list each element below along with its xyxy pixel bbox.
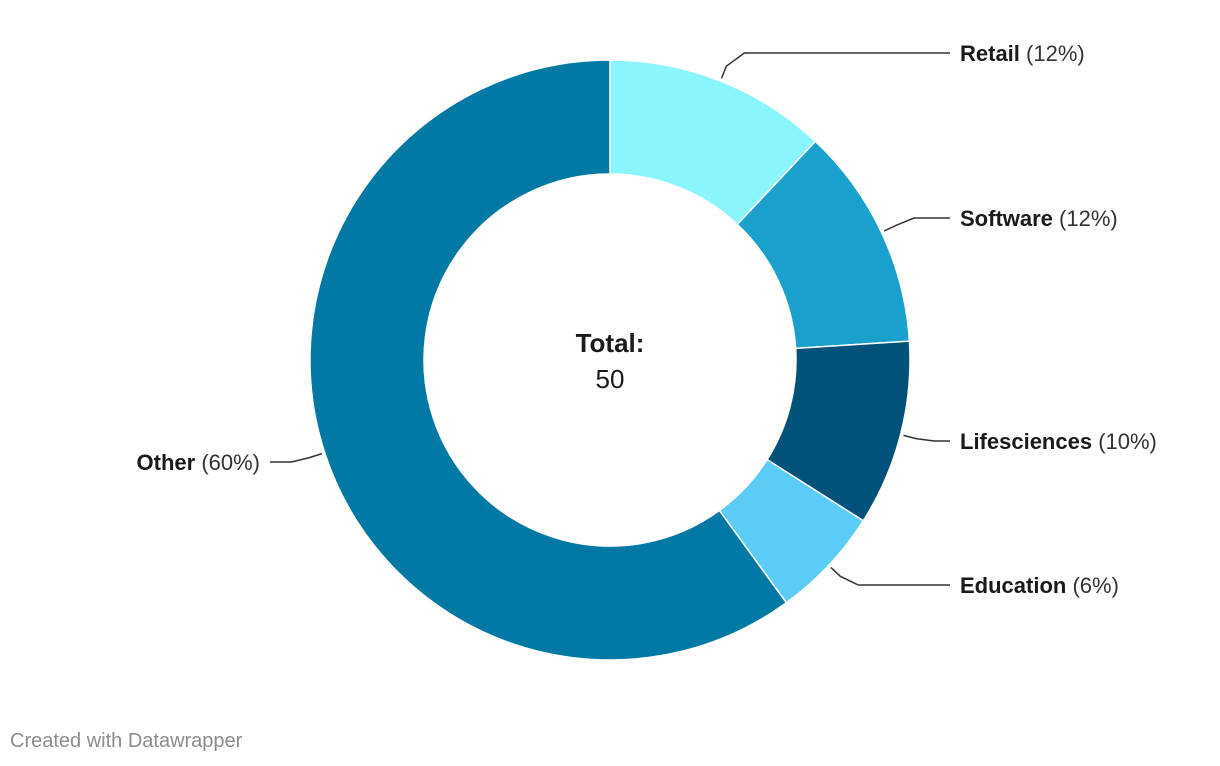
label-percent-software: (12%) — [1053, 206, 1118, 231]
label-education: Education (6%) — [960, 573, 1119, 598]
center-total-value: 50 — [596, 364, 625, 394]
label-percent-other: (60%) — [195, 450, 260, 475]
label-percent-lifesciences: (10%) — [1092, 429, 1157, 454]
label-name-other: Other — [137, 450, 196, 475]
label-retail: Retail (12%) — [960, 41, 1085, 66]
label-name-lifesciences: Lifesciences — [960, 429, 1092, 454]
leader-retail — [720, 52, 950, 79]
leader-education — [830, 566, 950, 586]
label-lifesciences: Lifesciences (10%) — [960, 429, 1157, 454]
datawrapper-credit: Created with Datawrapper — [10, 730, 243, 752]
label-name-software: Software — [960, 206, 1053, 231]
label-software: Software (12%) — [960, 206, 1118, 231]
label-name-retail: Retail — [960, 41, 1020, 66]
leader-other — [270, 452, 323, 463]
leader-lifesciences — [903, 434, 950, 442]
leader-software — [883, 217, 950, 232]
center-total-label: Total: — [576, 328, 645, 358]
slice-other — [309, 59, 788, 661]
label-percent-education: (6%) — [1066, 573, 1119, 598]
slice-labels: Retail (12%)Software (12%)Lifesciences (… — [137, 41, 1157, 598]
label-other: Other (60%) — [137, 450, 260, 475]
leader-lines — [270, 52, 950, 586]
label-name-education: Education — [960, 573, 1066, 598]
label-percent-retail: (12%) — [1020, 41, 1085, 66]
donut-slices — [309, 59, 911, 661]
